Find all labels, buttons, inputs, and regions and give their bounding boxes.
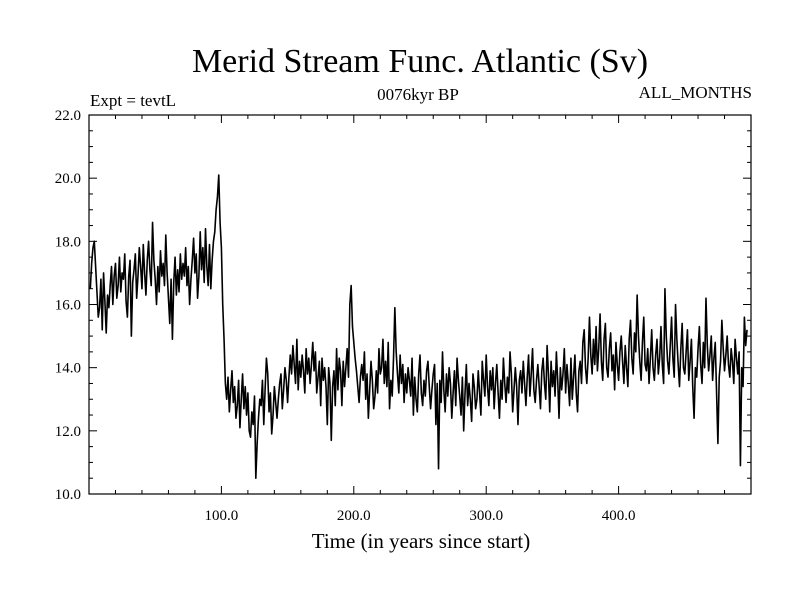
y-tick-label: 14.0 [55,361,81,377]
y-tick-label: 18.0 [55,234,81,250]
y-tick-label: 22.0 [55,108,81,124]
x-tick-label: 400.0 [602,508,636,524]
y-axis: 10.0 12.0 14.0 16.0 18.0 20.0 22.0 [55,108,751,503]
series-line [89,174,748,480]
x-tick-label: 200.0 [337,508,371,524]
plot-frame [88,114,752,495]
y-tick-label: 12.0 [55,424,81,440]
y-tick-label: 10.0 [55,487,81,503]
y-tick-label: 16.0 [55,298,81,314]
x-axis: 100.0 200.0 300.0 400.0 [88,115,752,524]
x-tick-label: 300.0 [469,508,503,524]
chart-subtitle-center: 0076kyr BP [377,85,459,104]
x-tick-label: 100.0 [205,508,239,524]
chart-subtitle-right: ALL_MONTHS [639,83,752,102]
plot-series [89,174,748,480]
y-tick-label: 20.0 [55,171,81,187]
chart-subtitle-left: Expt = tevtL [90,91,176,110]
x-axis-label: Time (in years since start) [312,529,531,553]
chart-title: Merid Stream Func. Atlantic (Sv) [192,43,648,80]
